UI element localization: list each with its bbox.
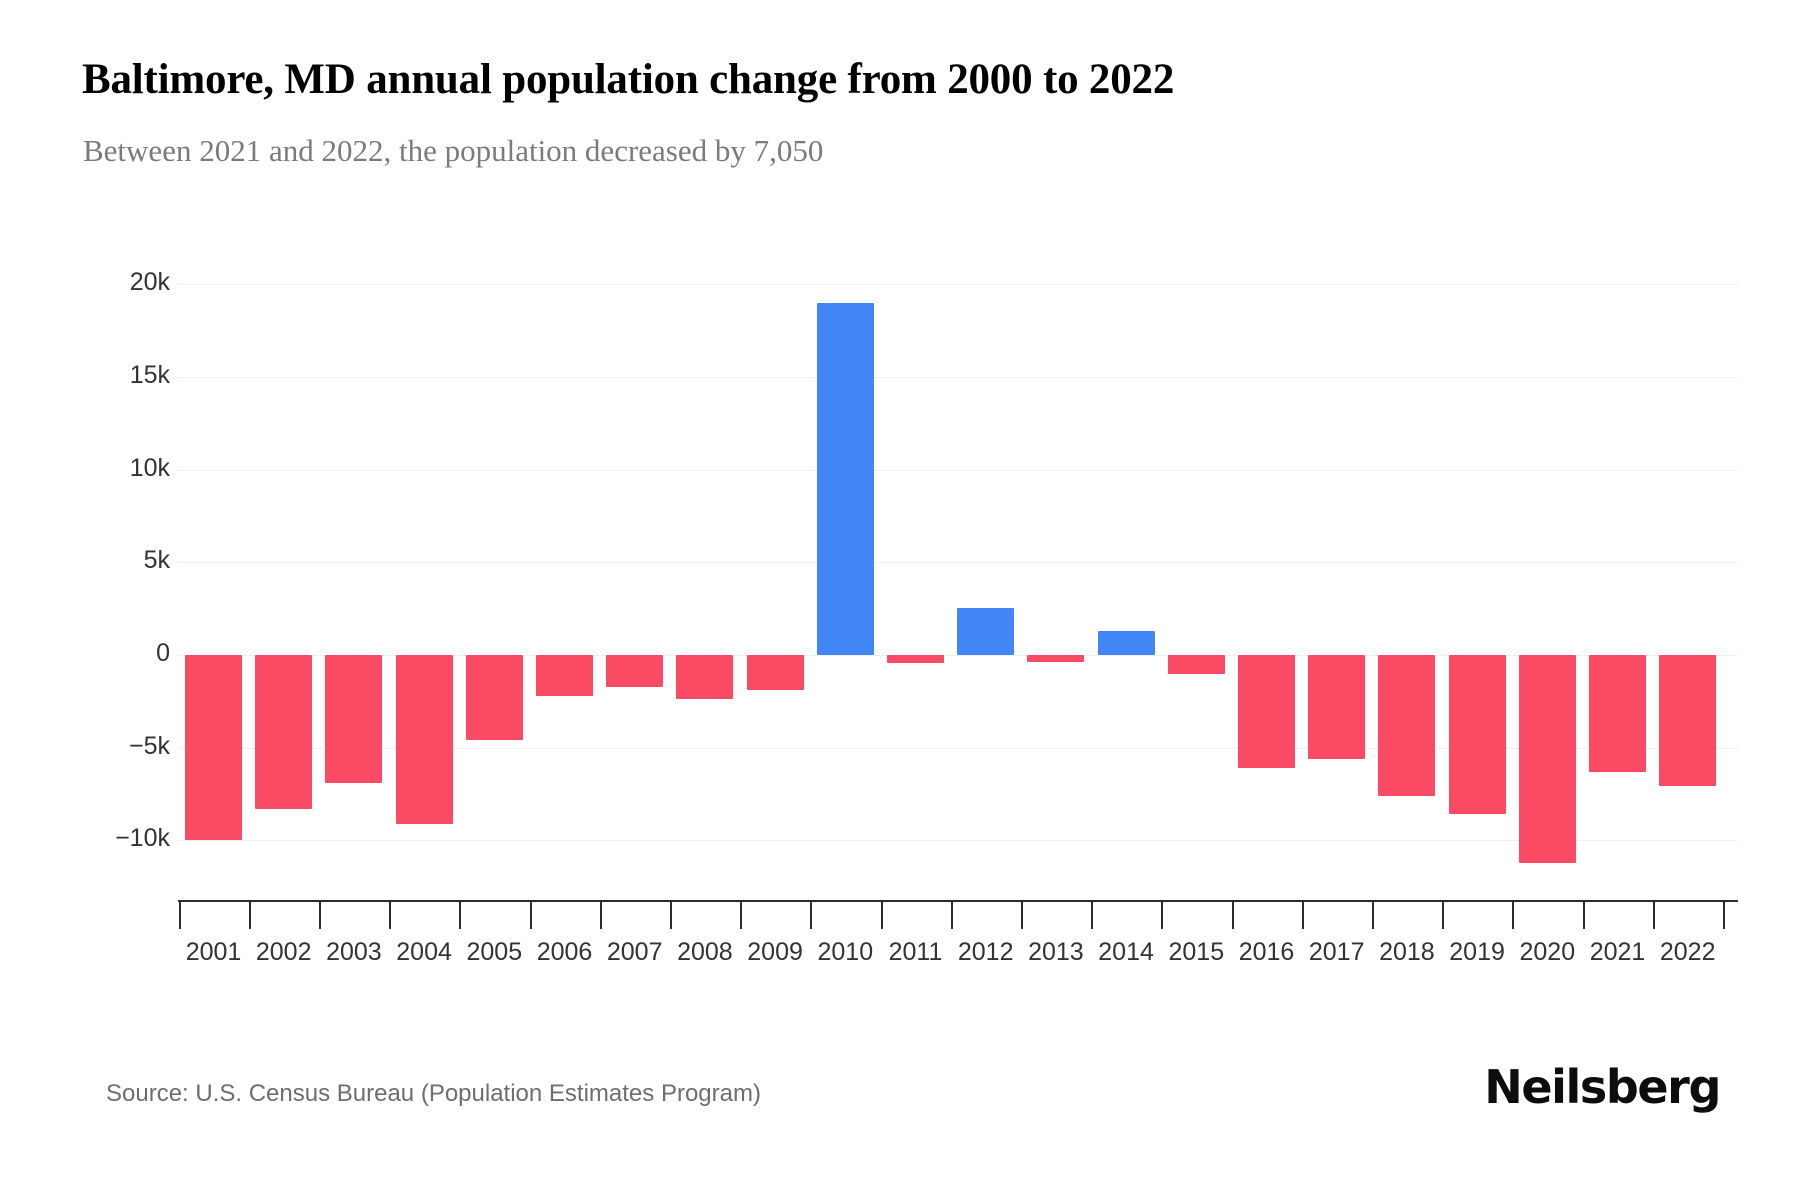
x-axis-label-2006: 2006 — [536, 938, 593, 966]
x-axis-tick — [178, 901, 181, 929]
bar-2013[interactable] — [1027, 655, 1085, 663]
x-axis-tick — [318, 901, 321, 929]
x-axis-tick — [1442, 901, 1445, 929]
x-axis-tick — [529, 901, 532, 929]
y-axis-tick-label: 10k — [129, 453, 170, 482]
bar-2004[interactable] — [395, 655, 453, 824]
bar-2005[interactable] — [465, 655, 523, 741]
x-axis-label-2018: 2018 — [1379, 938, 1435, 966]
bar-2022[interactable] — [1659, 655, 1717, 786]
x-axis-label-2005: 2005 — [466, 938, 523, 966]
x-axis-label-2003: 2003 — [326, 938, 382, 966]
x-axis-label-2004: 2004 — [396, 938, 452, 966]
x-axis-label-2001: 2001 — [185, 938, 242, 966]
y-axis-tick-label: 20k — [129, 268, 170, 297]
gridline-0 — [178, 655, 1738, 656]
y-axis-tick-label: 0 — [156, 639, 170, 667]
x-axis-label-2011: 2011 — [888, 938, 943, 966]
x-axis-label-2013: 2013 — [1028, 938, 1084, 966]
gridline-20k — [178, 284, 1738, 286]
bar-2011[interactable] — [887, 655, 944, 664]
bar-2018[interactable] — [1378, 655, 1436, 796]
x-axis-label-2021: 2021 — [1589, 938, 1646, 966]
x-axis-tick — [1301, 901, 1304, 929]
bar-2001[interactable] — [185, 655, 242, 841]
bar-2012[interactable] — [957, 607, 1015, 655]
x-axis-tick — [1582, 901, 1585, 929]
x-axis-tick — [599, 901, 602, 929]
x-axis-tick — [669, 901, 672, 929]
x-axis-tick — [1020, 901, 1023, 929]
bar-2020[interactable] — [1518, 655, 1576, 863]
x-axis-label-2019: 2019 — [1449, 938, 1505, 966]
bar-2014[interactable] — [1097, 630, 1155, 655]
x-axis-tick — [880, 901, 883, 929]
bar-2008[interactable] — [676, 655, 734, 699]
x-axis-tick — [248, 901, 251, 929]
y-axis-tick-label: −10k — [115, 824, 170, 853]
bar-2016[interactable] — [1238, 655, 1295, 769]
y-axis-tick-label: −5k — [128, 731, 170, 760]
x-axis-tick — [1161, 901, 1164, 929]
x-axis-tick — [389, 901, 392, 929]
x-axis-tick — [810, 901, 813, 929]
bar-2002[interactable] — [255, 655, 313, 809]
gridline-15k — [178, 376, 1738, 378]
x-axis-tick — [740, 901, 743, 929]
x-axis-tick — [1652, 901, 1655, 929]
x-axis-label-2010: 2010 — [817, 938, 874, 966]
bar-2017[interactable] — [1308, 655, 1366, 759]
x-axis-tick — [1231, 901, 1234, 929]
gridline-minus10k — [178, 840, 1738, 842]
bar-2006[interactable] — [536, 655, 593, 696]
x-axis-label-2016: 2016 — [1238, 938, 1295, 966]
x-axis-label-2002: 2002 — [255, 938, 312, 966]
x-axis-label-2014: 2014 — [1098, 938, 1154, 966]
gridline-minus5k — [178, 747, 1738, 749]
x-axis-tick — [1371, 901, 1374, 929]
x-axis-label-2017: 2017 — [1308, 938, 1365, 966]
bar-2003[interactable] — [325, 655, 383, 783]
source-note: Source: U.S. Census Bureau (Population E… — [106, 1080, 761, 1107]
bar-2007[interactable] — [606, 655, 664, 688]
bar-2021[interactable] — [1589, 655, 1646, 772]
y-axis-tick-label: 15k — [129, 360, 170, 389]
brand-logo: Neilsberg — [1484, 1060, 1721, 1114]
bar-2015[interactable] — [1167, 655, 1225, 674]
x-axis-tick — [1091, 901, 1094, 929]
page-subtitle: Between 2021 and 2022, the population de… — [83, 133, 824, 168]
x-axis-label-2020: 2020 — [1519, 938, 1576, 966]
gridline-10k — [178, 469, 1738, 471]
page-title: Baltimore, MD annual population change f… — [82, 56, 1175, 103]
gridline-5k — [178, 562, 1738, 564]
x-axis-tick-end — [1722, 901, 1725, 929]
bar-2010[interactable] — [816, 302, 874, 655]
x-axis-tick — [950, 901, 953, 929]
x-axis-label-2015: 2015 — [1168, 938, 1225, 966]
x-axis-label-2012: 2012 — [957, 938, 1014, 966]
bar-2019[interactable] — [1448, 655, 1506, 815]
x-axis-line — [178, 900, 1738, 902]
x-axis-label-2022: 2022 — [1659, 938, 1716, 966]
x-axis-label-2007: 2007 — [606, 938, 663, 966]
x-axis-label-2008: 2008 — [677, 938, 733, 966]
bar-2009[interactable] — [746, 655, 804, 691]
y-axis-tick-label: 5k — [143, 546, 170, 575]
x-axis-tick — [459, 901, 462, 929]
x-axis-label-2009: 2009 — [747, 938, 803, 966]
x-axis-tick — [1512, 901, 1515, 929]
